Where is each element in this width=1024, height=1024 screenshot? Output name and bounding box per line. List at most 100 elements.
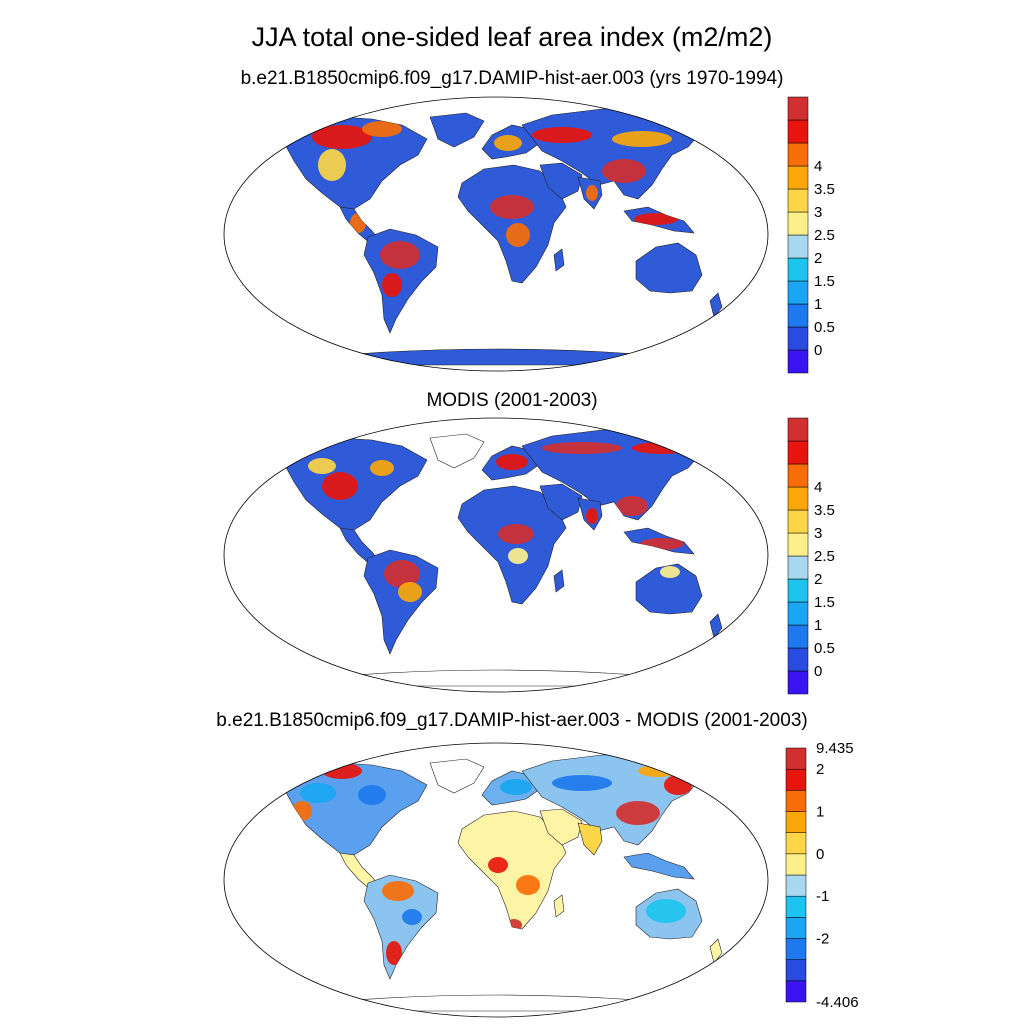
colorbar-tick-label: 3	[814, 204, 822, 221]
colorbar-swatch	[787, 509, 809, 534]
landmass-middle-east	[539, 162, 583, 200]
field-patch	[586, 508, 598, 524]
panel-2-colorbar: 0 0.5 1 1.5 2 2.5 3 3.5 4	[787, 417, 835, 695]
landmass-greenland	[429, 433, 485, 469]
panel-1-colorbar: 0 0.5 1 1.5 2 2.5 3 3.5 4	[787, 96, 835, 374]
colorbar-swatch	[787, 326, 809, 351]
colorbar-swatch	[787, 303, 809, 328]
landmass-se-asia-islands	[623, 852, 695, 880]
colorbar-tick-label: 1.5	[814, 273, 835, 290]
landmass-greenland	[429, 758, 485, 794]
colorbar-swatch	[785, 917, 807, 939]
map-border	[223, 417, 769, 693]
field-patch	[632, 442, 692, 454]
colorbar-swatch	[787, 647, 809, 672]
field-patch	[586, 185, 598, 201]
colorbar-swatch	[787, 417, 809, 442]
colorbar-tick-label: -2	[816, 931, 829, 948]
field-patch	[322, 763, 362, 779]
field-patch	[358, 785, 386, 805]
landmass-middle-east	[539, 808, 583, 846]
colorbar-tick-label: 2	[814, 250, 822, 267]
colorbar-swatch	[785, 959, 807, 982]
landmass-africa	[457, 164, 567, 284]
colorbar-swatch	[785, 853, 807, 876]
colorbar-swatch	[787, 532, 809, 557]
colorbar-tick-label: 9.435	[816, 740, 854, 757]
field-patch	[362, 121, 402, 137]
colorbar-tick-label: 2	[814, 571, 822, 588]
field-patch	[312, 125, 372, 149]
colorbar-tick-label: 0	[816, 846, 824, 863]
colorbar-swatch	[787, 624, 809, 649]
colorbar-tick-label: 4	[814, 158, 822, 175]
colorbar-tick-label: 0.5	[814, 319, 835, 336]
panel-3-title: b.e21.B1850cmip6.f09_g17.DAMIP-hist-aer.…	[216, 710, 808, 731]
field-patch	[612, 131, 672, 147]
landmass-madagascar	[553, 894, 565, 918]
colorbar-tick-label: -4.406	[816, 994, 859, 1011]
colorbar-tick-label: 3.5	[814, 181, 835, 198]
colorbar-tick-label: 1	[814, 617, 822, 634]
colorbar-swatch	[787, 601, 809, 626]
field-patch	[402, 909, 422, 925]
field-patch	[646, 899, 686, 923]
colorbar-swatch	[787, 440, 809, 465]
landmass-middle-east	[539, 483, 583, 521]
field-patch	[616, 496, 648, 516]
colorbar-swatch	[787, 670, 809, 695]
colorbar-tick-label: 2.5	[814, 548, 835, 565]
field-patch	[318, 149, 346, 181]
colorbar-swatch	[787, 188, 809, 213]
colorbar-swatch	[785, 811, 807, 833]
panel-1-title: b.e21.B1850cmip6.f09_g17.DAMIP-hist-aer.…	[240, 68, 784, 89]
landmass-india	[577, 822, 603, 856]
field-patch	[634, 213, 678, 225]
colorbar-tick-label: 0	[814, 663, 822, 680]
field-patch	[494, 135, 522, 151]
colorbar-swatch	[787, 142, 809, 167]
field-patch	[602, 159, 646, 183]
colorbar-tick-label: 3.5	[814, 502, 835, 519]
colorbar-tick-label: 2	[816, 761, 824, 778]
colorbar-tick-label: 2.5	[814, 227, 835, 244]
field-patch	[552, 775, 612, 791]
colorbar-swatch	[787, 486, 809, 511]
colorbar-swatch	[787, 280, 809, 305]
colorbar-swatch	[785, 895, 807, 918]
field-patch	[380, 241, 420, 269]
landmass-australia	[635, 242, 703, 294]
colorbar-swatch	[787, 555, 809, 580]
colorbar-tick-label: 1.5	[814, 594, 835, 611]
field-patch	[370, 460, 394, 476]
landmass-south-america	[363, 874, 439, 980]
field-patch	[508, 548, 528, 564]
colorbar-swatch	[785, 790, 807, 812]
field-patch	[398, 582, 422, 602]
panel-2-map	[223, 417, 769, 693]
field-patch	[382, 881, 414, 901]
field-patch	[382, 273, 402, 297]
landmass-new-zealand	[709, 938, 723, 964]
field-patch	[500, 779, 532, 795]
colorbar-tick-label: -1	[816, 888, 829, 905]
colorbar-swatch	[787, 257, 809, 282]
landmass-new-zealand	[709, 292, 723, 318]
colorbar-swatch	[787, 211, 809, 236]
map-border	[223, 96, 769, 372]
landmass-greenland	[429, 112, 485, 148]
colorbar-tick-label: 1	[816, 804, 824, 821]
colorbar-swatch	[787, 96, 809, 121]
figure-title: JJA total one-sided leaf area index (m2/…	[251, 22, 773, 52]
colorbar-swatch	[787, 578, 809, 603]
colorbar-swatch	[787, 234, 809, 259]
colorbar-tick-label: 4	[814, 479, 822, 496]
field-patch	[488, 857, 508, 873]
landmass-madagascar	[553, 569, 565, 593]
colorbar-swatch	[785, 832, 807, 855]
colorbar-swatch	[787, 463, 809, 488]
field-patch	[616, 801, 660, 825]
panel-1-map	[223, 96, 769, 372]
colorbar-swatch	[787, 119, 809, 144]
field-patch	[660, 566, 680, 578]
